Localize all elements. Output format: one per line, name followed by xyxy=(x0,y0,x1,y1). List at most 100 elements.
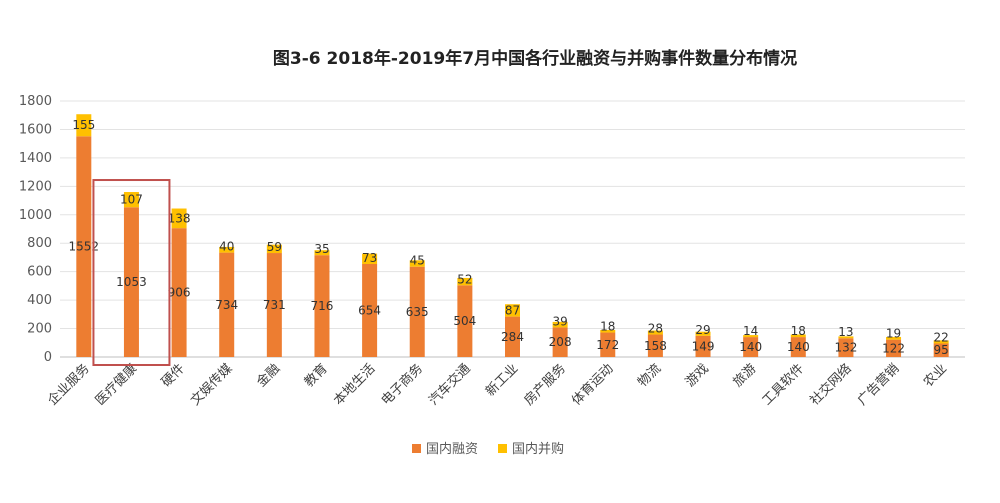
bar-国内融资 xyxy=(838,338,854,357)
data-label-国内并购: 28 xyxy=(648,322,663,336)
y-tick-label: 1200 xyxy=(19,179,52,194)
bar-国内融资 xyxy=(933,343,949,357)
data-label-国内融资: 1053 xyxy=(116,275,147,289)
x-tick-label: 工具软件 xyxy=(760,361,807,408)
data-label-国内并购: 59 xyxy=(267,240,282,254)
data-label-国内融资: 95 xyxy=(934,343,949,357)
bar-国内并购 xyxy=(457,277,473,286)
bar-国内并购 xyxy=(314,250,330,256)
x-tick-label: 金融 xyxy=(253,361,283,391)
data-label-国内并购: 19 xyxy=(886,327,901,341)
bar-国内并购 xyxy=(695,331,711,336)
data-label-国内并购: 18 xyxy=(600,320,615,334)
bar-国内并购 xyxy=(171,208,187,229)
data-label-国内并购: 18 xyxy=(791,324,806,338)
legend-swatch xyxy=(412,444,421,453)
data-label-国内并购: 22 xyxy=(934,330,949,344)
data-label-国内融资: 158 xyxy=(644,339,667,353)
bar-国内并购 xyxy=(647,330,663,335)
bar-国内融资 xyxy=(505,316,520,357)
bar-国内融资 xyxy=(647,334,663,357)
y-tick-label: 800 xyxy=(27,236,52,251)
bar-国内并购 xyxy=(266,244,282,254)
x-tick-label: 体育运动 xyxy=(568,361,616,409)
data-label-国内融资: 140 xyxy=(739,340,762,354)
bar-国内并购 xyxy=(123,192,139,208)
bar-国内并购 xyxy=(743,335,759,338)
chart-title: 图3-6 2018年-2019年7月中国各行业融资与并购事件数量分布情况 xyxy=(273,48,797,69)
data-label-国内融资: 140 xyxy=(787,340,810,354)
bar-国内融资 xyxy=(171,228,187,357)
data-label-国内并购: 138 xyxy=(168,211,191,225)
bar-国内融资 xyxy=(76,136,92,357)
bar-国内融资 xyxy=(743,337,759,357)
y-tick-label: 0 xyxy=(44,350,52,365)
data-label-国内并购: 45 xyxy=(410,254,425,268)
x-tick-label: 新工业 xyxy=(482,361,521,400)
data-label-国内并购: 14 xyxy=(743,324,758,338)
data-label-国内融资: 132 xyxy=(834,341,857,355)
data-label-国内融资: 635 xyxy=(406,305,429,319)
y-tick-label: 1000 xyxy=(19,208,52,223)
data-label-国内融资: 734 xyxy=(215,298,238,312)
bar-国内融资 xyxy=(552,327,568,357)
y-tick-label: 1600 xyxy=(19,122,52,137)
x-tick-label: 物流 xyxy=(635,361,664,390)
bar-国内融资 xyxy=(266,253,282,357)
x-axis: 企业服务 医疗健康 硬件 文娱传媒 金融 教育 本地生活 电子商务 汽车交通 新工业 房产服务 体育运… xyxy=(45,361,950,409)
bar-国内融资 xyxy=(886,339,902,357)
x-tick-label: 企业服务 xyxy=(45,361,93,409)
bar-国内并购 xyxy=(505,304,520,317)
y-tick-label: 1400 xyxy=(19,151,52,166)
data-label-国内并购: 52 xyxy=(457,272,472,286)
x-tick-label: 社交网络 xyxy=(807,361,855,409)
bar-国内并购 xyxy=(219,246,235,253)
data-label-国内并购: 39 xyxy=(552,314,567,328)
bar-国内融资 xyxy=(314,255,330,357)
legend-swatch xyxy=(498,444,507,453)
data-label-国内融资: 906 xyxy=(168,286,191,300)
bar-国内并购 xyxy=(790,334,806,338)
bar-国内融资 xyxy=(457,285,473,357)
bar-国内并购 xyxy=(409,260,425,267)
legend-label: 国内融资 xyxy=(426,441,478,457)
highlight-box xyxy=(92,179,171,366)
bar-国内融资 xyxy=(362,263,378,357)
data-label-国内并购: 29 xyxy=(695,323,710,337)
bar-国内并购 xyxy=(886,336,902,340)
data-label-国内融资: 731 xyxy=(263,298,286,312)
bar-国内融资 xyxy=(409,266,425,357)
x-tick-label: 汽车交通 xyxy=(426,361,474,409)
data-label-国内融资: 716 xyxy=(311,299,334,313)
bar-国内并购 xyxy=(933,340,949,344)
bar-国内并购 xyxy=(76,114,92,137)
highlight-box-rect xyxy=(92,179,171,366)
x-tick-label: 广告营销 xyxy=(855,361,902,408)
data-label-国内并购: 40 xyxy=(219,240,234,254)
data-label-国内融资: 172 xyxy=(596,338,619,352)
data-label-国内融资: 122 xyxy=(882,341,905,355)
y-tick-label: 200 xyxy=(27,322,52,337)
x-tick-label: 医疗健康 xyxy=(92,361,140,409)
data-label-国内并购: 87 xyxy=(505,303,520,317)
x-tick-label: 本地生活 xyxy=(331,361,378,408)
data-label-国内并购: 107 xyxy=(120,193,143,207)
x-tick-label: 房产服务 xyxy=(521,361,569,409)
data-label-国内融资: 1552 xyxy=(69,240,100,254)
bar-国内并购 xyxy=(838,336,854,339)
bar-国内融资 xyxy=(600,332,616,357)
bar-国内融资 xyxy=(790,337,806,357)
x-tick-label: 电子商务 xyxy=(378,361,426,409)
data-label-国内融资: 284 xyxy=(501,330,524,344)
x-tick-label: 教育 xyxy=(301,361,331,391)
data-label-国内并购: 73 xyxy=(362,251,377,265)
bar-国内并购 xyxy=(600,329,616,333)
y-tick-label: 400 xyxy=(27,293,52,308)
bar-国内融资 xyxy=(219,252,235,357)
bar-国内并购 xyxy=(362,253,378,264)
grid-lines xyxy=(60,100,965,358)
bar-国内并购 xyxy=(552,321,568,328)
x-tick-label: 文娱传媒 xyxy=(188,361,235,408)
legend-label: 国内并购 xyxy=(512,441,564,457)
